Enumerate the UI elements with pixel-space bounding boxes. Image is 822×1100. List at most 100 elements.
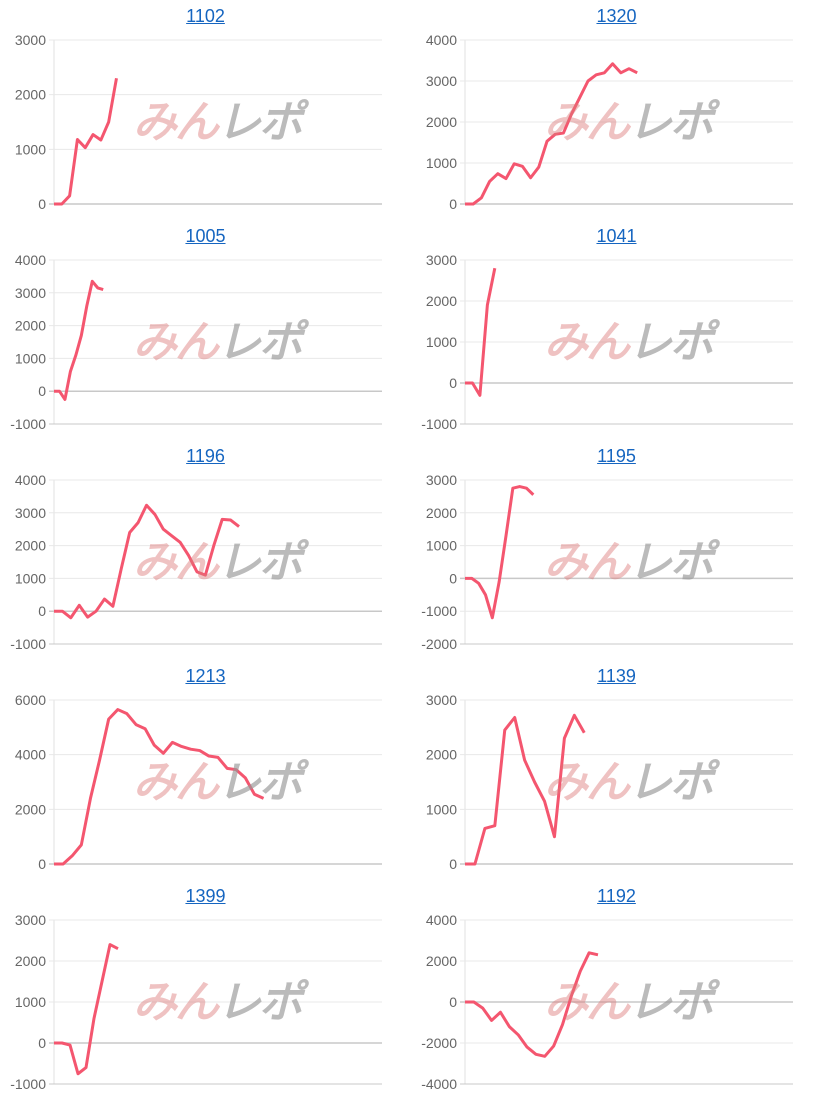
chart-title-link[interactable]: 1399 [185, 886, 226, 906]
y-tick-label: 1000 [426, 538, 457, 554]
watermark-logo: みんレポ [544, 97, 714, 148]
y-tick-label: 0 [38, 383, 46, 399]
series-line [465, 713, 586, 866]
chart-plot: -1000 0 1000 2000 3000 [421, 252, 793, 432]
chart-title: 1195 [411, 446, 822, 467]
series-line [54, 943, 119, 1076]
y-tick-label: 0 [449, 375, 457, 391]
y-tick-label: 3000 [426, 472, 457, 488]
y-tick-label: 0 [449, 856, 457, 872]
series-line [54, 708, 265, 866]
chart-plot: 0 1000 2000 3000 [426, 692, 793, 872]
y-tick-label: 6000 [15, 692, 46, 708]
chart-plot: -4000 -2000 0 2000 4000 [421, 912, 793, 1092]
watermark-logo: みんレポ [133, 317, 303, 368]
y-tick-label: 2000 [15, 801, 46, 817]
series-line [54, 78, 118, 206]
chart-1195: -2000 -1000 0 1000 2000 3000 みんレポ 1195 [411, 440, 822, 660]
y-tick-label: 4000 [426, 32, 457, 48]
y-tick-label: 2000 [426, 505, 457, 521]
y-tick-label: 0 [449, 570, 457, 586]
chart-1320: 0 1000 2000 3000 4000 みんレポ 1320 [411, 0, 822, 220]
y-tick-label: 0 [38, 196, 46, 212]
chart-title: 1102 [0, 6, 411, 27]
chart-title-link[interactable]: 1320 [596, 6, 637, 26]
watermark-logo: みんレポ [544, 537, 714, 588]
y-tick-label: 2000 [15, 318, 46, 334]
watermark-logo: みんレポ [544, 317, 714, 368]
watermark-logo: みんレポ [133, 757, 303, 808]
y-tick-label: 3000 [15, 285, 46, 301]
chart-1041: -1000 0 1000 2000 3000 みんレポ 1041 [411, 220, 822, 440]
chart-title: 1041 [411, 226, 822, 247]
watermark-logo: みんレポ [544, 757, 714, 808]
y-tick-label: 1000 [15, 570, 46, 586]
watermark-logo: みんレポ [133, 537, 303, 588]
y-tick-label: 4000 [15, 747, 46, 763]
y-tick-label: 2000 [426, 953, 457, 969]
y-tick-label: 3000 [426, 252, 457, 268]
chart-plot: -2000 -1000 0 1000 2000 3000 [421, 472, 793, 652]
y-tick-label: 1000 [15, 350, 46, 366]
chart-title-link[interactable]: 1041 [596, 226, 637, 246]
chart-title-link[interactable]: 1139 [597, 666, 636, 686]
chart-1102: 0 1000 2000 3000 みんレポ 1102 [0, 0, 411, 220]
y-tick-label: 0 [38, 856, 46, 872]
chart-plot: 0 1000 2000 3000 [15, 32, 382, 212]
chart-title-link[interactable]: 1195 [597, 446, 636, 466]
series-line [54, 503, 240, 620]
y-tick-label: 0 [38, 1035, 46, 1051]
chart-title-link[interactable]: 1196 [186, 446, 225, 466]
series-line [54, 279, 104, 401]
y-tick-label: 2000 [426, 293, 457, 309]
y-tick-label: 2000 [15, 953, 46, 969]
chart-title-link[interactable]: 1102 [186, 6, 225, 26]
y-tick-label: 2000 [426, 114, 457, 130]
chart-title: 1139 [411, 666, 822, 687]
y-tick-label: 1000 [15, 994, 46, 1010]
y-tick-label: 3000 [426, 692, 457, 708]
chart-plot: -1000 0 1000 2000 3000 4000 [10, 472, 382, 652]
y-tick-label: 4000 [426, 912, 457, 928]
chart-plot: 0 1000 2000 3000 4000 [426, 32, 793, 212]
chart-title: 1213 [0, 666, 411, 687]
series-line [465, 267, 497, 397]
y-tick-label: -1000 [10, 416, 46, 432]
y-tick-label: 3000 [15, 912, 46, 928]
chart-plot: -1000 0 1000 2000 3000 [10, 912, 382, 1092]
chart-1399: -1000 0 1000 2000 3000 みんレポ 1399 [0, 880, 411, 1100]
chart-title-link[interactable]: 1192 [597, 886, 636, 906]
series-line [465, 951, 599, 1058]
y-tick-label: -4000 [421, 1076, 457, 1092]
y-tick-label: 1000 [15, 141, 46, 157]
chart-1139: 0 1000 2000 3000 みんレポ 1139 [411, 660, 822, 880]
chart-title: 1320 [411, 6, 822, 27]
y-tick-label: -2000 [421, 636, 457, 652]
watermark-logo: みんレポ [544, 977, 714, 1028]
y-tick-label: -1000 [421, 603, 457, 619]
chart-plot: -1000 0 1000 2000 3000 4000 [10, 252, 382, 432]
y-tick-label: 4000 [15, 252, 46, 268]
y-tick-label: 3000 [15, 32, 46, 48]
chart-1005: -1000 0 1000 2000 3000 4000 みんレポ 1005 [0, 220, 411, 440]
y-tick-label: 3000 [15, 505, 46, 521]
y-tick-label: 1000 [426, 334, 457, 350]
chart-title: 1192 [411, 886, 822, 907]
y-tick-label: 0 [449, 994, 457, 1010]
chart-title-link[interactable]: 1213 [185, 666, 226, 686]
chart-1196: -1000 0 1000 2000 3000 4000 みんレポ 1196 [0, 440, 411, 660]
chart-1192: -4000 -2000 0 2000 4000 みんレポ 1192 [411, 880, 822, 1100]
y-tick-label: 3000 [426, 73, 457, 89]
chart-title: 1399 [0, 886, 411, 907]
chart-title: 1005 [0, 226, 411, 247]
chart-plot: 0 2000 4000 6000 [15, 692, 382, 872]
y-tick-label: -1000 [421, 416, 457, 432]
y-tick-label: 1000 [426, 801, 457, 817]
series-line [465, 62, 638, 206]
y-tick-label: 2000 [15, 87, 46, 103]
chart-title-link[interactable]: 1005 [185, 226, 226, 246]
chart-1213: 0 2000 4000 6000 みんレポ 1213 [0, 660, 411, 880]
y-tick-label: -2000 [421, 1035, 457, 1051]
y-tick-label: -1000 [10, 636, 46, 652]
y-tick-label: 0 [449, 196, 457, 212]
